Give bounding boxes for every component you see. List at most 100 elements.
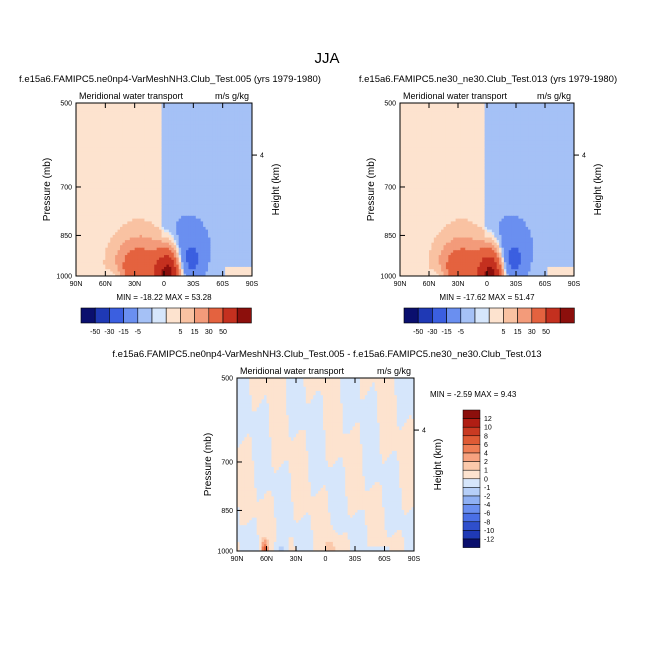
field-cell (179, 159, 182, 163)
field-cell (142, 245, 145, 248)
field-cell (225, 216, 228, 219)
field-cell (86, 201, 89, 204)
field-cell (78, 144, 81, 148)
field-cell (88, 267, 91, 270)
field-cell (115, 235, 118, 238)
field-cell (232, 224, 235, 227)
field-cell (473, 148, 476, 152)
field-cell (412, 112, 415, 117)
field-cell (154, 107, 157, 112)
field-cell (191, 112, 194, 117)
field-cell (191, 186, 194, 190)
field-cell (218, 198, 221, 201)
field-cell (118, 166, 121, 170)
field-cell (220, 155, 223, 159)
field-cell (188, 269, 191, 272)
field-cell (120, 238, 123, 241)
field-cell (91, 232, 94, 235)
field-cell (475, 128, 478, 132)
field-cell (115, 267, 118, 270)
field-cell (140, 253, 143, 256)
field-cell (208, 120, 211, 125)
field-cell (444, 103, 447, 108)
field-cell (78, 245, 81, 248)
field-cell (93, 182, 96, 186)
field-cell (105, 116, 108, 121)
field-cell (451, 144, 454, 148)
panel-units-label: m/s g/kg (537, 91, 571, 101)
field-cell (446, 116, 449, 121)
field-cell (208, 243, 211, 246)
field-cell (431, 136, 434, 140)
field-cell (497, 140, 500, 144)
field-cell (149, 265, 152, 268)
field-cell (223, 213, 226, 216)
field-cell (497, 136, 500, 140)
field-cell (162, 186, 165, 190)
field-cell (210, 201, 213, 204)
field-cell (562, 112, 565, 117)
field-cell (115, 260, 118, 263)
field-cell (458, 124, 461, 128)
field-cell (203, 103, 206, 108)
field-cell (149, 169, 152, 173)
field-cell (162, 227, 165, 230)
field-cell (157, 224, 160, 227)
field-cell (480, 120, 483, 125)
field-cell (482, 107, 485, 112)
field-cell (198, 258, 201, 261)
field-cell (218, 219, 221, 222)
field-cell (223, 128, 226, 132)
field-cell (184, 262, 187, 265)
field-cell (171, 159, 174, 163)
field-cell (193, 224, 196, 227)
field-cell (103, 232, 106, 235)
field-cell (86, 186, 89, 190)
field-cell (230, 269, 233, 272)
field-cell (174, 224, 177, 227)
field-cell (485, 144, 488, 148)
field-cell (98, 195, 101, 198)
field-cell (497, 148, 500, 152)
field-cell (96, 204, 99, 207)
field-cell (184, 144, 187, 148)
field-cell (210, 151, 213, 155)
field-cell (482, 124, 485, 128)
field-cell (103, 192, 106, 196)
field-cell (176, 155, 179, 159)
field-cell (427, 124, 430, 128)
field-cell (465, 116, 468, 121)
field-cell (105, 227, 108, 230)
field-cell (230, 140, 233, 144)
field-cell (225, 169, 228, 173)
field-cell (188, 192, 191, 196)
field-cell (149, 207, 152, 210)
field-cell (562, 128, 565, 132)
field-cell (78, 128, 81, 132)
field-cell (130, 267, 133, 270)
field-cell (208, 201, 211, 204)
field-cell (88, 253, 91, 256)
panel-model-b: f.e15a6.FAMIPC5.ne30_ne30.Club_Test.013 … (359, 74, 617, 302)
field-cell (157, 176, 160, 180)
field-cell (98, 238, 101, 241)
field-cell (424, 124, 427, 128)
field-cell (159, 216, 162, 219)
field-cell (448, 124, 451, 128)
field-cell (86, 243, 89, 246)
field-cell (188, 189, 191, 193)
field-cell (191, 232, 194, 235)
field-cell (468, 128, 471, 132)
field-cell (228, 219, 231, 222)
field-cell (407, 136, 410, 140)
field-cell (203, 169, 206, 173)
field-cell (237, 221, 240, 224)
field-cell (230, 128, 233, 132)
field-cell (115, 232, 118, 235)
field-cell (174, 213, 177, 216)
field-cell (118, 255, 121, 258)
field-cell (157, 198, 160, 201)
field-cell (166, 240, 169, 243)
field-cell (201, 186, 204, 190)
field-cell (174, 240, 177, 243)
